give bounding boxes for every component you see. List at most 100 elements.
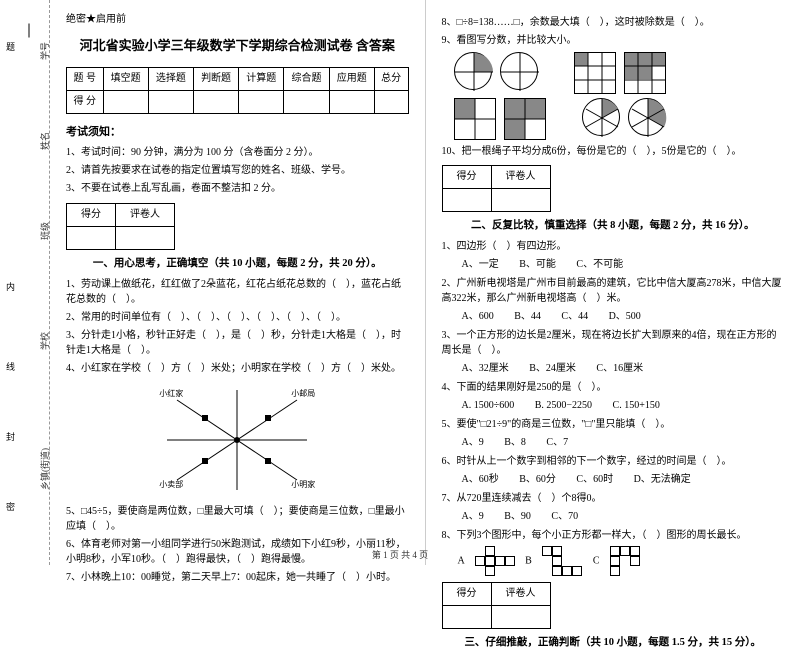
cell (239, 90, 284, 113)
field-school: 学校 (38, 332, 51, 350)
seal-note: 题 (6, 40, 15, 53)
q3: 3、分针走1小格，秒针正好走（ ），是（ ）秒，分针走1大格是（ ），时针走1大… (66, 328, 409, 358)
mini-score: 得分 (442, 166, 491, 189)
cell (329, 90, 374, 113)
page-footer: 第 1 页 共 4 页 (0, 548, 800, 561)
th-app: 应用题 (329, 67, 374, 90)
field-name: 姓名 (38, 132, 51, 150)
th-total: 总分 (374, 67, 408, 90)
opt-b: B、可能 (519, 257, 556, 273)
mini-score: 得分 (67, 204, 116, 227)
s2q4: 4、下面的结果刚好是250的是（ ）。 (442, 380, 785, 395)
s2q5-opts: A、9 B、8 C、7 (442, 435, 785, 451)
exam-title: 河北省实验小学三年级数学下学期综合检测试卷 含答案 (66, 36, 409, 57)
cell (193, 90, 238, 113)
section-2-title: 二、反复比较，慎重选择（共 8 小题，每题 2 分，共 16 分）。 (442, 218, 785, 235)
frac-circle (628, 98, 666, 136)
s2q3-opts: A、32厘米 B、24厘米 C、16厘米 (442, 361, 785, 377)
s2q1-opts: A、一定 B、可能 C、不可能 (442, 257, 785, 273)
score-header-row: 题 号 填空题 选择题 判断题 计算题 综合题 应用题 总分 (67, 67, 409, 90)
diag-label-a: 小邮局 (291, 388, 315, 401)
fraction-row-1 (454, 52, 785, 94)
grader-table-2: 得分评卷人 (442, 165, 551, 212)
q7: 7、小林晚上10：00睡觉，第二天早上7：00起床，她一共睡了（ ）小时。 (66, 570, 409, 585)
q9: 9、看图写分数，并比较大小。 (442, 33, 785, 48)
q5: 5、□45÷5，要使商是两位数，□里最大可填（ ）；要使商是三位数，□里最小应填… (66, 504, 409, 534)
frac-square (574, 52, 616, 94)
opt-a: A、9 (462, 435, 484, 451)
grader-table: 得分评卷人 (66, 203, 175, 250)
opt-a: A、60秒 (462, 472, 499, 488)
mini-grader: 评卷人 (116, 204, 175, 227)
opt-d: D、500 (609, 309, 641, 325)
th-fill: 填空题 (103, 67, 148, 90)
s2q8: 8、下列3个图形中，每个小正方形都一样大，（ ）图形的周长最长。 (442, 528, 785, 543)
s2q2-opts: A、600 B、44 C、44 D、500 (442, 309, 785, 325)
frac-square (504, 98, 546, 140)
opt-b: B、90 (504, 509, 531, 525)
frac-square (624, 52, 666, 94)
s2q7-opts: A、9 B、90 C、70 (442, 509, 785, 525)
section-1-title: 一、用心思考，正确填空（共 10 小题，每题 2 分，共 20 分）。 (66, 256, 409, 273)
frac-circle (582, 98, 620, 136)
cell (284, 90, 329, 113)
opt-d: D、无法确定 (634, 472, 691, 488)
cell (103, 90, 148, 113)
seal-mark-nei: 内 (6, 280, 15, 293)
score-value-row: 得 分 (67, 90, 409, 113)
field-town: 乡镇(街道) (38, 448, 51, 490)
q10: 10、把一根绳子平均分成6份，每份是它的（ ），5份是它的（ ）。 (442, 144, 785, 159)
mini-grader: 评卷人 (491, 582, 550, 605)
opt-c: C、44 (561, 309, 588, 325)
diag-label-b: 小明家 (291, 479, 315, 492)
mini-score: 得分 (442, 582, 491, 605)
opt-c: C、70 (551, 509, 578, 525)
s2q4-opts: A. 1500÷600 B. 2500−2250 C. 150+150 (442, 398, 785, 414)
s2q3: 3、一个正方形的边长是2厘米，现在将边长扩大到原来的4倍，现在正方形的周长是（ … (442, 328, 785, 358)
th-choice: 选择题 (148, 67, 193, 90)
field-class: 班级 (38, 222, 51, 240)
cell (491, 189, 550, 212)
opt-b: B、60分 (519, 472, 556, 488)
mini-grader: 评卷人 (491, 166, 550, 189)
notice-item: 2、请首先按要求在试卷的指定位置填写您的姓名、班级、学号。 (66, 163, 409, 179)
diag-label-c: 小红家 (159, 388, 183, 401)
fraction-row-2 (454, 98, 785, 140)
field-id: 学号 (38, 42, 51, 60)
opt-b: B、24厘米 (529, 361, 576, 377)
cell (442, 189, 491, 212)
s2q7: 7、从720里连续减去（ ）个8得0。 (442, 491, 785, 506)
right-column: 8、□÷8=138……□，余数最大填（ ），这时被除数是（ ）。 9、看图写分数… (426, 0, 800, 565)
confidential-label: 绝密★启用前 (66, 12, 409, 28)
s2q5: 5、要使"□21÷9"的商是三位数，"□"里只能填（ ）。 (442, 417, 785, 432)
opt-c: C、7 (546, 435, 568, 451)
grader-table-3: 得分评卷人 (442, 582, 551, 629)
opt-c: C、16厘米 (596, 361, 643, 377)
exam-page: 学号 姓名 班级 学校 乡镇(街道) 内 线 封 密 题 绝密★启用前 河北省实… (0, 0, 800, 565)
opt-a: A、600 (462, 309, 494, 325)
cell (374, 90, 408, 113)
frac-circle (500, 52, 538, 90)
diag-label-d: 小卖部 (159, 479, 183, 492)
field-line (29, 24, 30, 38)
notice-item: 3、不要在试卷上乱写乱画，卷面不整洁扣 2 分。 (66, 181, 409, 197)
notice-title: 考试须知： (66, 124, 409, 142)
opt-a: A. 1500÷600 (462, 398, 515, 414)
notice-item: 1、考试时间：90 分钟，满分为 100 分（含卷面分 2 分）。 (66, 145, 409, 161)
frac-square (454, 98, 496, 140)
s2q2: 2、广州新电视塔是广州市目前最高的建筑，它比中信大厦高278米，中信大厦高322… (442, 276, 785, 306)
cell (116, 227, 175, 250)
th-calc: 计算题 (239, 67, 284, 90)
score-table: 题 号 填空题 选择题 判断题 计算题 综合题 应用题 总分 得 分 (66, 67, 409, 114)
notice-list: 1、考试时间：90 分钟，满分为 100 分（含卷面分 2 分）。 2、请首先按… (66, 145, 409, 197)
opt-b: B. 2500−2250 (535, 398, 592, 414)
q4: 4、小红家在学校（ ）方（ ）米处；小明家在学校（ ）方（ ）米处。 (66, 361, 409, 376)
left-column: 绝密★启用前 河北省实验小学三年级数学下学期综合检测试卷 含答案 题 号 填空题… (50, 0, 426, 565)
row-label: 得 分 (67, 90, 104, 113)
opt-a: A、一定 (462, 257, 499, 273)
cell (67, 227, 116, 250)
th-judge: 判断题 (193, 67, 238, 90)
binding-margin: 学号 姓名 班级 学校 乡镇(街道) 内 线 封 密 题 (0, 0, 50, 565)
seal-mark-feng: 封 (6, 430, 15, 443)
section-3-title: 三、仔细推敲，正确判断（共 10 小题，每题 1.5 分，共 15 分）。 (442, 635, 785, 652)
